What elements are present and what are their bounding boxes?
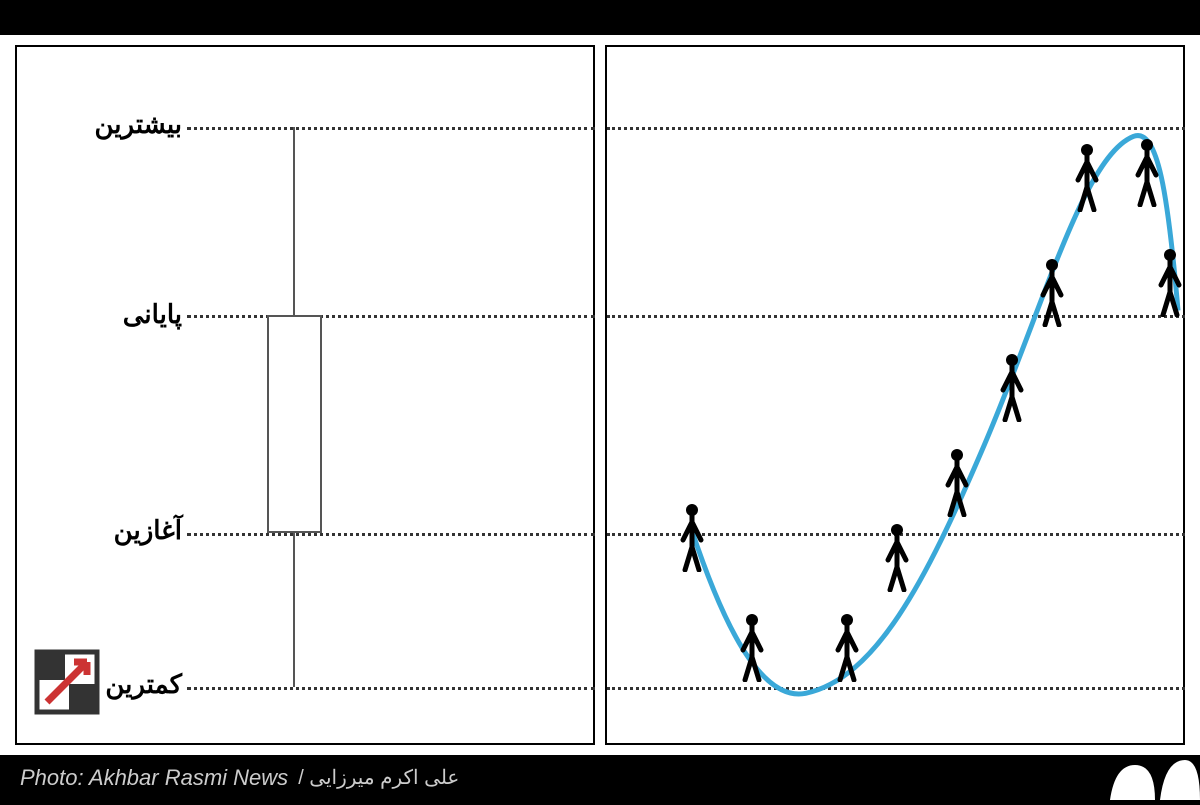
source-logo [32, 647, 102, 717]
candle-wick-lower [293, 533, 295, 687]
right-panel [605, 45, 1185, 745]
footer-credit-fa: علی اکرم میرزایی / [298, 765, 459, 790]
person-icon [1037, 257, 1067, 327]
dotted-highest-left [187, 127, 595, 130]
label-highest: بیشترین [62, 109, 182, 140]
label-opening: آغازین [62, 515, 182, 546]
person-icon [737, 612, 767, 682]
person-icon [1155, 247, 1185, 317]
label-closing: پایانی [62, 299, 182, 330]
person-icon [997, 352, 1027, 422]
person-icon [942, 447, 972, 517]
person-icon [677, 502, 707, 572]
person-icon [1132, 137, 1162, 207]
footer-right-decoration [1080, 755, 1200, 800]
dotted-opening-left [187, 533, 595, 536]
footer-bar: Photo: Akhbar Rasmi News علی اکرم میرزای… [0, 755, 1200, 800]
footer-credit-en: Photo: Akhbar Rasmi News [20, 765, 288, 791]
person-icon [1072, 142, 1102, 212]
dotted-lowest-left [187, 687, 595, 690]
dotted-closing-left [187, 315, 595, 318]
left-panel: بیشترین پایانی آغازین کمترین [15, 45, 595, 745]
person-icon [882, 522, 912, 592]
candle-body [267, 315, 322, 533]
content-area: بیشترین پایانی آغازین کمترین [0, 35, 1200, 755]
candle-wick-upper [293, 127, 295, 315]
person-icon [832, 612, 862, 682]
